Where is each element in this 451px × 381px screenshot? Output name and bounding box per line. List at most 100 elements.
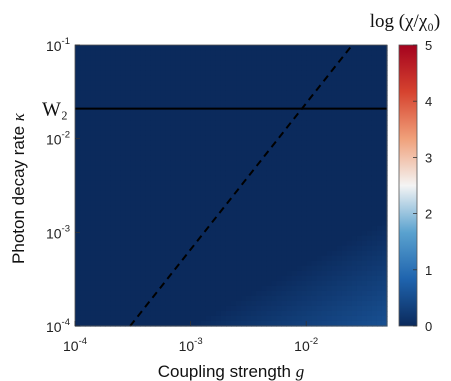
heatmap-cell	[95, 100, 101, 106]
heatmap-cell	[281, 320, 287, 327]
heatmap-cell	[215, 305, 222, 312]
heatmap-cell	[185, 235, 192, 242]
heatmap-cell	[331, 115, 338, 121]
heatmap-cell	[366, 250, 373, 257]
heatmap-cell	[85, 45, 91, 51]
heatmap-cell	[271, 280, 277, 287]
heatmap-cell	[135, 50, 142, 56]
heatmap-cell	[236, 140, 242, 146]
heatmap-cell	[145, 170, 152, 177]
heatmap-cell	[95, 290, 101, 297]
heatmap-cell	[150, 225, 157, 232]
heatmap-cell	[145, 65, 152, 71]
heatmap-cell	[331, 250, 338, 257]
heatmap-cell	[271, 120, 277, 126]
heatmap-cell	[291, 85, 298, 91]
heatmap-cell	[125, 125, 131, 131]
heatmap-cell	[361, 170, 368, 177]
heatmap-cell	[246, 135, 252, 141]
heatmap-cell	[261, 275, 267, 282]
heatmap-cell	[215, 55, 222, 61]
heatmap-cell	[75, 90, 81, 96]
heatmap-cell	[281, 270, 287, 277]
heatmap-cell	[306, 65, 313, 71]
heatmap-cell	[80, 170, 86, 177]
heatmap-cell	[205, 320, 212, 327]
heatmap-cell	[336, 80, 343, 86]
heatmap-cell	[215, 290, 222, 297]
heatmap-cell	[311, 215, 318, 222]
heatmap-cell	[231, 65, 237, 71]
heatmap-cell	[286, 290, 292, 297]
heatmap-cell	[236, 55, 242, 61]
heatmap-cell	[105, 205, 111, 212]
heatmap-cell	[210, 255, 217, 262]
heatmap-cell	[316, 255, 323, 262]
heatmap-cell	[306, 260, 313, 267]
heatmap-cell	[281, 125, 287, 131]
heatmap-cell	[281, 265, 287, 272]
heatmap-cell	[155, 200, 162, 207]
heatmap-cell	[241, 90, 247, 96]
heatmap-cell	[291, 180, 298, 187]
heatmap-cell	[376, 260, 383, 267]
heatmap-cell	[150, 200, 157, 207]
heatmap-cell	[361, 135, 368, 141]
heatmap-cell	[321, 275, 328, 282]
heatmap-cell	[200, 55, 207, 61]
heatmap-cell	[190, 300, 197, 307]
heatmap-cell	[200, 100, 207, 106]
heatmap-cell	[361, 240, 368, 247]
heatmap-cell	[291, 270, 298, 277]
heatmap-cell	[90, 90, 96, 96]
heatmap-cell	[321, 45, 328, 51]
heatmap-cell	[231, 250, 237, 257]
heatmap-cell	[351, 220, 358, 227]
heatmap-cell	[170, 135, 177, 141]
heatmap-cell	[155, 135, 162, 141]
heatmap-cell	[296, 225, 303, 232]
heatmap-cell	[85, 100, 91, 106]
heatmap-cell	[100, 250, 106, 257]
heatmap-cell	[296, 155, 303, 162]
heatmap-cell	[246, 85, 252, 91]
heatmap-cell	[205, 90, 212, 96]
heatmap-cell	[326, 280, 333, 287]
heatmap-cell	[165, 255, 172, 262]
heatmap-cell	[145, 290, 152, 297]
heatmap-cell	[185, 60, 192, 66]
heatmap-cell	[155, 195, 162, 202]
heatmap-cell	[130, 90, 136, 96]
heatmap-cell	[301, 295, 308, 302]
heatmap-cell	[190, 315, 197, 322]
heatmap-cell	[100, 175, 106, 182]
heatmap-cell	[145, 150, 152, 156]
heatmap-cell	[236, 315, 242, 322]
heatmap-cell	[251, 135, 257, 141]
heatmap-cell	[366, 190, 373, 197]
heatmap-cell	[150, 235, 157, 242]
heatmap-cell	[286, 75, 292, 81]
heatmap-cell	[215, 215, 222, 222]
heatmap-cell	[150, 260, 157, 267]
heatmap-cell	[266, 175, 272, 182]
heatmap-cell	[170, 205, 177, 212]
heatmap-cell	[381, 285, 388, 292]
heatmap-cell	[115, 120, 121, 126]
heatmap-cell	[155, 115, 162, 121]
heatmap-cell	[225, 130, 232, 136]
heatmap-cell	[321, 110, 328, 116]
heatmap-cell	[155, 165, 162, 172]
heatmap-cell	[301, 55, 308, 61]
heatmap-cell	[291, 305, 298, 312]
heatmap-cell	[205, 185, 212, 192]
heatmap-cell	[306, 210, 313, 217]
heatmap-cell	[366, 230, 373, 237]
heatmap-cell	[155, 315, 162, 322]
heatmap-cell	[346, 250, 353, 257]
heatmap-cell	[130, 215, 136, 222]
heatmap-cell	[251, 235, 257, 242]
heatmap-cell	[85, 170, 91, 177]
heatmap-cell	[125, 265, 131, 272]
heatmap-cell	[291, 315, 298, 322]
